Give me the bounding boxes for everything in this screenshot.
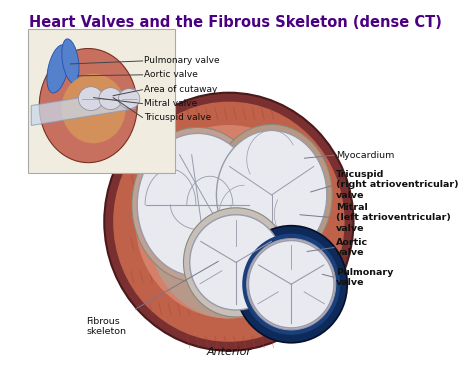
Polygon shape xyxy=(31,89,136,126)
Ellipse shape xyxy=(104,93,354,351)
Ellipse shape xyxy=(39,49,137,163)
Ellipse shape xyxy=(217,130,327,259)
Ellipse shape xyxy=(132,127,264,282)
Text: Heart Valves and the Fibrous Skeleton (dense CT): Heart Valves and the Fibrous Skeleton (d… xyxy=(29,15,442,30)
Text: Mitral valve: Mitral valve xyxy=(144,99,198,108)
Ellipse shape xyxy=(47,45,69,93)
Text: Pulmonary valve: Pulmonary valve xyxy=(144,56,220,66)
Ellipse shape xyxy=(191,235,306,280)
Ellipse shape xyxy=(242,234,340,335)
Text: Tricuspid
(right atrioventricular)
valve: Tricuspid (right atrioventricular) valve xyxy=(336,170,458,200)
Ellipse shape xyxy=(248,240,334,328)
Text: Tricuspid valve: Tricuspid valve xyxy=(144,113,211,122)
Ellipse shape xyxy=(99,88,122,109)
Ellipse shape xyxy=(62,39,79,83)
Ellipse shape xyxy=(211,124,332,265)
Ellipse shape xyxy=(79,87,103,111)
Ellipse shape xyxy=(137,133,258,276)
Text: Aortic valve: Aortic valve xyxy=(144,70,198,79)
Text: Area of cutaway: Area of cutaway xyxy=(144,85,218,94)
Text: Anterior: Anterior xyxy=(206,347,251,357)
FancyBboxPatch shape xyxy=(27,29,174,173)
Ellipse shape xyxy=(62,74,126,143)
Ellipse shape xyxy=(235,226,347,343)
Ellipse shape xyxy=(136,125,322,318)
Ellipse shape xyxy=(190,215,283,310)
Text: Fibrous
skeleton: Fibrous skeleton xyxy=(86,317,127,336)
Ellipse shape xyxy=(183,208,289,317)
Ellipse shape xyxy=(149,145,309,318)
Text: Aortic
valve: Aortic valve xyxy=(336,238,368,257)
Ellipse shape xyxy=(118,89,140,109)
Text: Mitral
(left atrioventricular)
valve: Mitral (left atrioventricular) valve xyxy=(336,203,451,233)
Text: Pulmonary
valve: Pulmonary valve xyxy=(336,268,393,287)
Ellipse shape xyxy=(246,239,336,330)
Text: Myocardium: Myocardium xyxy=(336,151,394,160)
Ellipse shape xyxy=(113,102,345,342)
